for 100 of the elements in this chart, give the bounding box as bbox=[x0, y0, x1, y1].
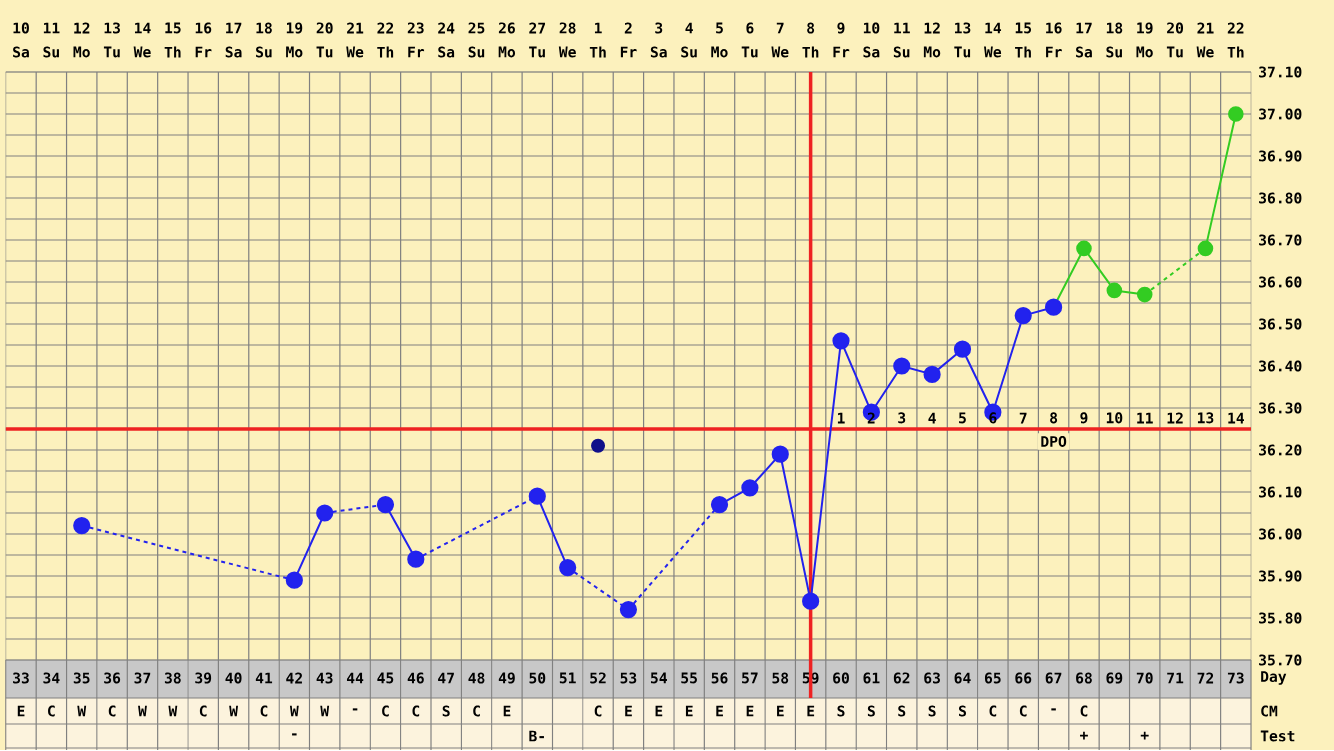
x2-tick-label: 21 bbox=[1197, 22, 1214, 34]
text: Fr bbox=[620, 46, 637, 58]
text: Th bbox=[1015, 46, 1031, 58]
x-tick-label: 65 bbox=[984, 672, 1001, 684]
text: E bbox=[777, 705, 784, 717]
x2-tick-label: 22 bbox=[377, 22, 394, 34]
text: W bbox=[138, 705, 147, 717]
point bbox=[407, 550, 425, 568]
text: Th bbox=[802, 46, 819, 58]
text: We bbox=[771, 46, 789, 58]
text: Fr bbox=[1046, 46, 1062, 58]
x2-tick-label: 26 bbox=[498, 22, 515, 34]
text: Mo bbox=[711, 46, 728, 58]
text: We bbox=[984, 46, 1002, 58]
x2-tick-label: 16 bbox=[1046, 22, 1062, 34]
point bbox=[832, 332, 850, 350]
point bbox=[1076, 240, 1092, 257]
text: Sa bbox=[863, 46, 880, 58]
x2-tick-label: 1 bbox=[594, 22, 602, 34]
x-tick-label: 69 bbox=[1106, 672, 1123, 684]
x-tick-label: 54 bbox=[650, 672, 667, 684]
point bbox=[316, 504, 334, 522]
text: Tu bbox=[316, 46, 333, 58]
x-tick-label: 41 bbox=[255, 672, 273, 684]
x2-tick-label: 27 bbox=[529, 22, 546, 34]
text: Su bbox=[681, 46, 697, 58]
text: C bbox=[594, 705, 602, 717]
y-tick-label: 35.90 bbox=[1259, 570, 1302, 582]
y-tick-label: 37.00 bbox=[1259, 108, 1302, 120]
annotation: 4 bbox=[928, 412, 936, 424]
text: Th bbox=[164, 46, 181, 58]
text: Fr bbox=[408, 46, 425, 58]
x-tick-label: 40 bbox=[225, 672, 242, 684]
text: Tu bbox=[954, 46, 971, 58]
point bbox=[285, 571, 303, 589]
x2-tick-label: 10 bbox=[13, 22, 29, 34]
x-tick-label: 73 bbox=[1227, 672, 1244, 684]
point bbox=[953, 340, 972, 358]
point bbox=[893, 357, 911, 375]
text: W bbox=[229, 705, 238, 717]
x-tick-label: 61 bbox=[863, 672, 880, 684]
text: S bbox=[928, 705, 936, 717]
x-tick-label: 50 bbox=[529, 672, 546, 684]
text: C bbox=[260, 705, 268, 717]
y-tick-label: 37.10 bbox=[1259, 66, 1302, 78]
y-tick-label: 36.70 bbox=[1259, 234, 1302, 246]
x-tick-label: 55 bbox=[681, 672, 697, 684]
x2-tick-label: 21 bbox=[347, 22, 364, 34]
text: E bbox=[746, 705, 754, 717]
text: Sa bbox=[438, 46, 455, 58]
text: Fr bbox=[833, 46, 850, 58]
text: Su bbox=[468, 46, 485, 58]
text: - bbox=[1051, 708, 1056, 711]
text: B- bbox=[529, 730, 544, 742]
text: Sa bbox=[1076, 46, 1092, 58]
text: Test bbox=[1260, 730, 1295, 742]
point bbox=[923, 366, 941, 384]
x2-tick-label: 11 bbox=[894, 22, 910, 34]
point bbox=[1014, 307, 1032, 325]
annotation: 10 bbox=[1106, 412, 1123, 424]
text: C bbox=[412, 705, 420, 717]
x-tick-label: 49 bbox=[498, 672, 515, 684]
text: We bbox=[558, 46, 576, 58]
y-tick-label: 36.60 bbox=[1259, 276, 1302, 288]
text: We bbox=[133, 46, 151, 58]
x-tick-label: 43 bbox=[316, 672, 333, 684]
x2-tick-label: 24 bbox=[438, 22, 455, 34]
x-tick-label: 67 bbox=[1045, 672, 1062, 684]
text: Su bbox=[43, 46, 59, 58]
x2-tick-label: 20 bbox=[1167, 22, 1184, 34]
text: E bbox=[17, 705, 25, 717]
annotation: 9 bbox=[1080, 412, 1088, 424]
x2-tick-label: 22 bbox=[1227, 22, 1244, 34]
y-tick-label: 35.80 bbox=[1259, 612, 1302, 624]
y-tick-label: 36.20 bbox=[1259, 444, 1302, 456]
x2-tick-label: 14 bbox=[985, 22, 1002, 34]
text: C bbox=[1080, 705, 1088, 717]
point bbox=[710, 496, 729, 514]
text: S bbox=[867, 705, 875, 717]
x2-tick-label: 19 bbox=[286, 22, 303, 34]
text: Su bbox=[1106, 46, 1122, 58]
text: + bbox=[1080, 731, 1088, 740]
text: W bbox=[77, 705, 87, 717]
text: S bbox=[958, 705, 967, 717]
x-tick-label: 51 bbox=[559, 672, 576, 684]
x-tick-label: 36 bbox=[104, 672, 121, 684]
text: C bbox=[108, 705, 116, 717]
annotation: 14 bbox=[1228, 412, 1244, 424]
x-tick-label: 53 bbox=[620, 672, 637, 684]
text: C bbox=[1019, 705, 1027, 717]
text: S bbox=[898, 705, 906, 717]
text: Th bbox=[1227, 46, 1244, 58]
x-tick-label: 70 bbox=[1136, 672, 1153, 684]
text: S bbox=[442, 705, 450, 717]
x-tick-label: 52 bbox=[590, 672, 606, 684]
x2-tick-label: 13 bbox=[104, 22, 120, 34]
x2-tick-label: 23 bbox=[407, 22, 424, 34]
x-tick-label: 63 bbox=[924, 672, 940, 684]
point bbox=[802, 592, 820, 610]
x-tick-label: 34 bbox=[43, 672, 60, 684]
